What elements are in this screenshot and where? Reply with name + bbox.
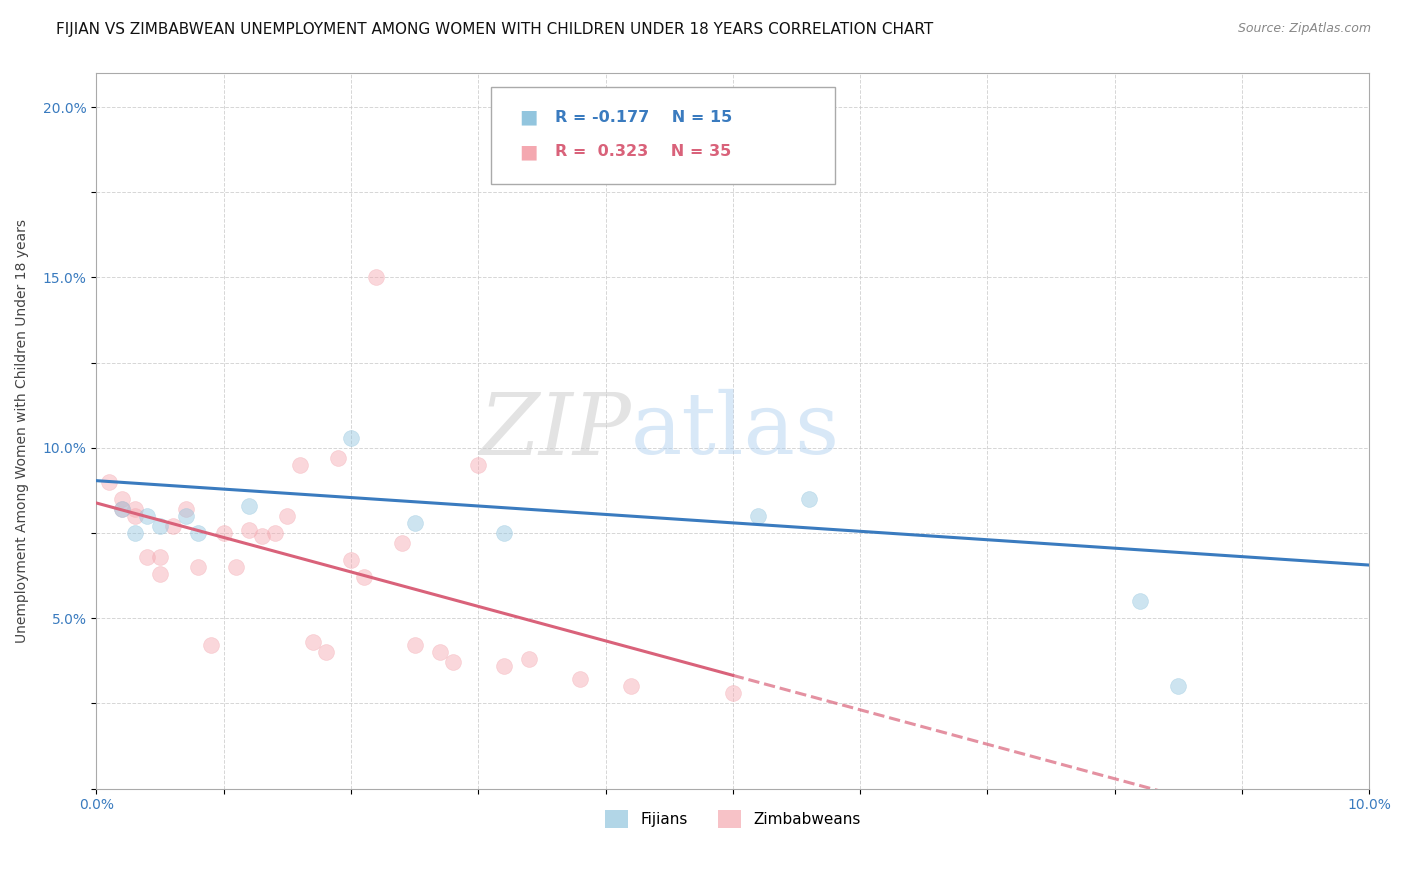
- Point: [595, 134, 617, 148]
- Point: [174, 502, 197, 516]
- Point: [111, 502, 134, 516]
- Point: [136, 549, 159, 564]
- Point: [721, 686, 744, 700]
- Point: [353, 570, 375, 584]
- Point: [467, 458, 489, 472]
- Point: [174, 508, 197, 523]
- Point: [149, 549, 172, 564]
- Point: [225, 560, 247, 574]
- Text: atlas: atlas: [631, 389, 841, 473]
- Point: [124, 508, 146, 523]
- Point: [797, 491, 820, 506]
- Text: R = -0.177    N = 15: R = -0.177 N = 15: [554, 110, 733, 125]
- Point: [263, 526, 285, 541]
- Point: [340, 431, 363, 445]
- Text: ■: ■: [519, 108, 537, 127]
- Point: [315, 645, 337, 659]
- Point: [187, 560, 209, 574]
- Point: [404, 639, 426, 653]
- Point: [340, 553, 363, 567]
- Point: [149, 519, 172, 533]
- FancyBboxPatch shape: [491, 87, 835, 184]
- Text: R =  0.323    N = 35: R = 0.323 N = 35: [554, 145, 731, 159]
- Point: [517, 652, 540, 666]
- Y-axis label: Unemployment Among Women with Children Under 18 years: Unemployment Among Women with Children U…: [15, 219, 30, 643]
- Text: ■: ■: [519, 142, 537, 161]
- Point: [136, 508, 159, 523]
- Point: [620, 679, 643, 693]
- Point: [276, 508, 298, 523]
- Point: [187, 526, 209, 541]
- Point: [1129, 594, 1152, 608]
- Point: [212, 526, 235, 541]
- Point: [404, 516, 426, 530]
- Point: [111, 502, 134, 516]
- Point: [124, 526, 146, 541]
- Point: [366, 270, 388, 285]
- Point: [429, 645, 451, 659]
- Point: [98, 475, 121, 489]
- Point: [200, 639, 222, 653]
- Legend: Fijians, Zimbabweans: Fijians, Zimbabweans: [599, 804, 866, 835]
- Point: [328, 450, 350, 465]
- Point: [250, 529, 273, 543]
- Point: [492, 658, 515, 673]
- Point: [149, 566, 172, 581]
- Point: [111, 491, 134, 506]
- Point: [1167, 679, 1189, 693]
- Point: [391, 536, 413, 550]
- Point: [569, 673, 592, 687]
- Point: [288, 458, 311, 472]
- Point: [162, 519, 184, 533]
- Point: [301, 635, 323, 649]
- Point: [747, 508, 769, 523]
- Point: [238, 499, 260, 513]
- Text: ZIP: ZIP: [479, 390, 631, 472]
- Text: Source: ZipAtlas.com: Source: ZipAtlas.com: [1237, 22, 1371, 36]
- Point: [441, 656, 464, 670]
- Text: FIJIAN VS ZIMBABWEAN UNEMPLOYMENT AMONG WOMEN WITH CHILDREN UNDER 18 YEARS CORRE: FIJIAN VS ZIMBABWEAN UNEMPLOYMENT AMONG …: [56, 22, 934, 37]
- Point: [238, 523, 260, 537]
- Point: [492, 526, 515, 541]
- Point: [124, 502, 146, 516]
